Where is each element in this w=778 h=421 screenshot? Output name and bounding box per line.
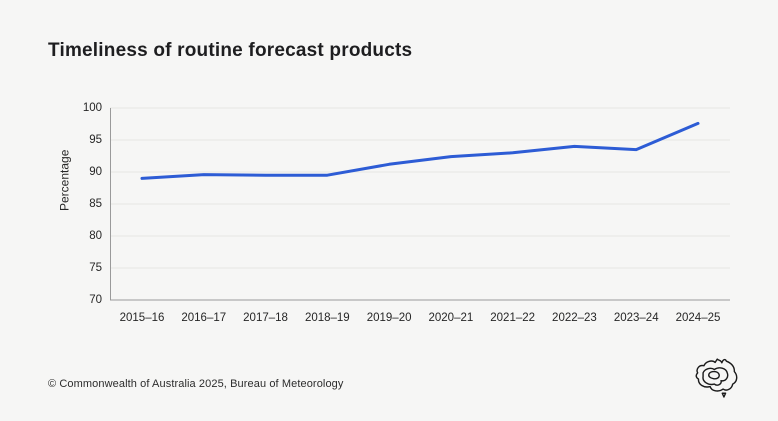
- x-tick-label: 2023–24: [613, 312, 659, 324]
- x-tick-label: 2021–22: [490, 312, 536, 324]
- x-tick-label: 2015–16: [119, 312, 165, 324]
- x-tick-label: 2016–17: [181, 312, 227, 324]
- plot-area: [110, 107, 730, 301]
- y-tick-label: 95: [89, 134, 102, 146]
- y-tick-label: 100: [82, 102, 102, 114]
- bureau-of-meteorology-logo: [691, 352, 741, 402]
- chart-title: Timeliness of routine forecast products: [48, 40, 413, 61]
- x-tick-label: 2024–25: [675, 312, 721, 324]
- australia-map-icon: [695, 358, 738, 398]
- x-tick-label: 2022–23: [552, 312, 597, 324]
- x-tick-label: 2019–20: [366, 312, 412, 324]
- copyright-text: © Commonwealth of Australia 2025, Bureau…: [48, 378, 344, 390]
- x-tick-label: 2018–19: [304, 312, 350, 324]
- x-tick-label: 2020–21: [428, 312, 474, 324]
- y-tick-label: 70: [89, 294, 102, 306]
- y-tick-label: 80: [89, 230, 102, 242]
- data-line: [140, 121, 700, 180]
- y-tick-label: 85: [89, 198, 102, 210]
- x-tick-label: 2017–18: [243, 312, 288, 324]
- timeliness-line-chart: Percentage 70 75 80 85 90 95 100 2015–16 2016–1…: [58, 102, 730, 324]
- y-tick-label: 75: [89, 262, 102, 274]
- y-tick-label: 90: [89, 166, 102, 178]
